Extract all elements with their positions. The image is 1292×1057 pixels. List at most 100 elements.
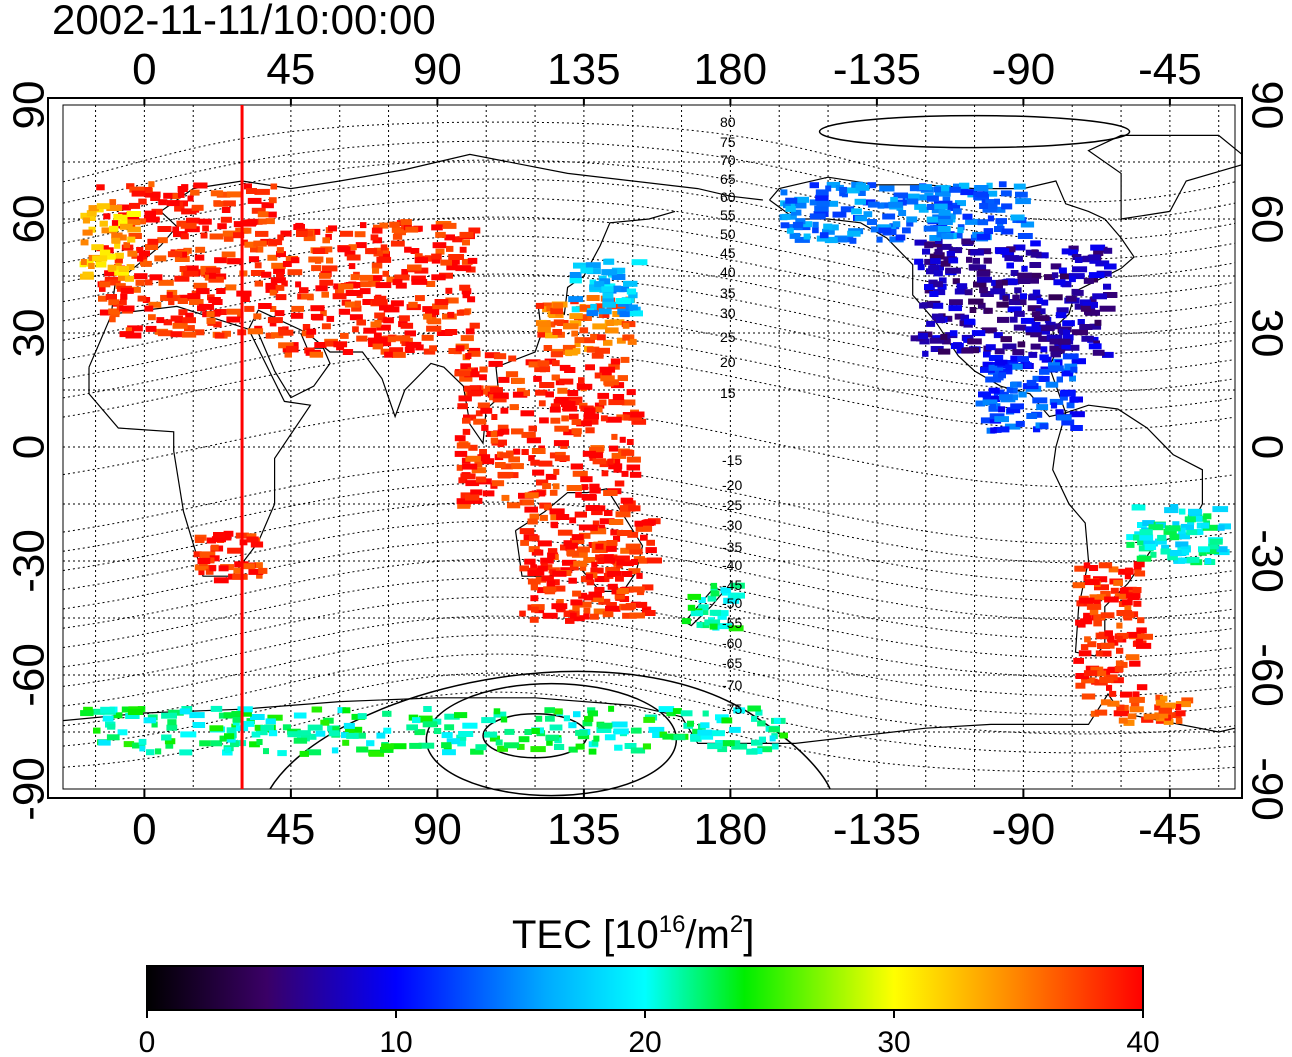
tec-cell bbox=[998, 406, 1006, 413]
tec-cell bbox=[461, 258, 473, 265]
tec-cell bbox=[680, 710, 693, 717]
tec-cell bbox=[983, 351, 991, 358]
mlat-contour bbox=[62, 634, 1236, 716]
tec-cell bbox=[381, 340, 392, 347]
tec-cell bbox=[380, 746, 394, 753]
tec-cell bbox=[233, 567, 243, 574]
tec-cell bbox=[512, 391, 528, 398]
tec-cell bbox=[280, 230, 292, 237]
tec-cell bbox=[457, 502, 471, 509]
tec-cell bbox=[551, 603, 568, 610]
tec-cell bbox=[556, 514, 570, 520]
tec-cell bbox=[421, 334, 434, 341]
tec-cell bbox=[866, 219, 877, 225]
tec-cell bbox=[547, 553, 556, 559]
tec-cell bbox=[218, 565, 229, 572]
colorbar-tick-label: 10 bbox=[379, 1026, 412, 1057]
tec-cell bbox=[337, 707, 347, 714]
tec-cell bbox=[1001, 228, 1014, 235]
tec-cell bbox=[108, 308, 121, 315]
tec-cell bbox=[816, 200, 830, 207]
tec-cell bbox=[454, 435, 466, 442]
tec-cell bbox=[985, 376, 1002, 383]
tec-cell bbox=[528, 425, 537, 432]
tec-cell bbox=[1184, 516, 1196, 523]
tec-cell bbox=[1126, 631, 1141, 638]
tec-cell bbox=[553, 585, 566, 592]
tec-cell bbox=[267, 254, 278, 261]
tec-cell bbox=[212, 273, 227, 280]
tec-cell bbox=[936, 243, 952, 250]
tec-cell bbox=[586, 310, 599, 317]
tec-cell bbox=[445, 329, 458, 335]
tec-cell bbox=[880, 202, 891, 209]
tec-cell bbox=[588, 452, 604, 459]
tec-cell bbox=[538, 321, 551, 328]
tec-cell bbox=[490, 387, 503, 394]
tec-cell bbox=[711, 730, 725, 737]
tec-cell bbox=[391, 351, 406, 358]
tec-cell bbox=[1114, 593, 1127, 600]
tec-cell bbox=[621, 571, 633, 577]
tec-cell bbox=[277, 750, 287, 757]
tec-cell bbox=[580, 576, 590, 583]
tec-cell bbox=[994, 348, 1005, 355]
tec-cell bbox=[401, 269, 409, 275]
tec-cell bbox=[505, 371, 519, 378]
tec-cell bbox=[497, 471, 514, 478]
tec-cell bbox=[467, 296, 476, 303]
tec-cell bbox=[412, 717, 421, 724]
tec-cell bbox=[607, 583, 618, 590]
tec-cell bbox=[1075, 682, 1086, 689]
tec-cell bbox=[845, 187, 860, 194]
tec-cell bbox=[213, 200, 221, 207]
tec-cell bbox=[221, 251, 236, 258]
tec-cell bbox=[400, 219, 412, 226]
tec-cell bbox=[1089, 609, 1099, 616]
tec-cell bbox=[1096, 633, 1109, 640]
tec-cell bbox=[135, 279, 145, 286]
y-tick-label-left: 60 bbox=[5, 195, 54, 244]
coastline bbox=[62, 692, 1236, 744]
tec-cell bbox=[905, 193, 920, 200]
tec-cell bbox=[1066, 402, 1075, 409]
tec-cell bbox=[180, 731, 197, 738]
tec-cell bbox=[1155, 538, 1167, 545]
tec-cell bbox=[1066, 295, 1077, 302]
tec-cell bbox=[226, 736, 236, 743]
tec-cell bbox=[998, 394, 1013, 401]
tec-cell bbox=[527, 518, 538, 525]
tec-cell bbox=[108, 299, 120, 306]
contour-label: -55 bbox=[722, 615, 742, 631]
tec-cell bbox=[697, 729, 713, 736]
tec-cell bbox=[246, 188, 257, 194]
tec-cell bbox=[1098, 562, 1113, 569]
tec-cell bbox=[365, 248, 377, 255]
tec-cell bbox=[769, 735, 776, 742]
tec-cell bbox=[163, 319, 172, 326]
tec-cell bbox=[458, 477, 468, 484]
tec-cell bbox=[223, 530, 234, 537]
tec-cell bbox=[166, 291, 173, 298]
tec-cell bbox=[109, 199, 117, 206]
tec-cell bbox=[1100, 612, 1115, 619]
tec-cell bbox=[1113, 710, 1129, 717]
tec-cell bbox=[1104, 596, 1119, 603]
tec-cell bbox=[359, 288, 371, 295]
tec-cell bbox=[550, 403, 561, 410]
tec-cell bbox=[1002, 251, 1015, 258]
tec-cell bbox=[984, 307, 993, 314]
tec-cell bbox=[940, 260, 951, 267]
tec-cell bbox=[629, 548, 643, 555]
tec-cell bbox=[630, 747, 646, 754]
tec-cell bbox=[114, 257, 123, 264]
tec-cell bbox=[926, 320, 936, 327]
tec-cell bbox=[1103, 668, 1111, 675]
tec-cell bbox=[794, 196, 809, 203]
tec-cell bbox=[594, 402, 605, 409]
tec-cell bbox=[1107, 700, 1120, 707]
tec-cell bbox=[1004, 255, 1020, 262]
tec-cell bbox=[1049, 398, 1064, 405]
tec-cell bbox=[614, 593, 625, 600]
tec-cell bbox=[423, 313, 432, 320]
